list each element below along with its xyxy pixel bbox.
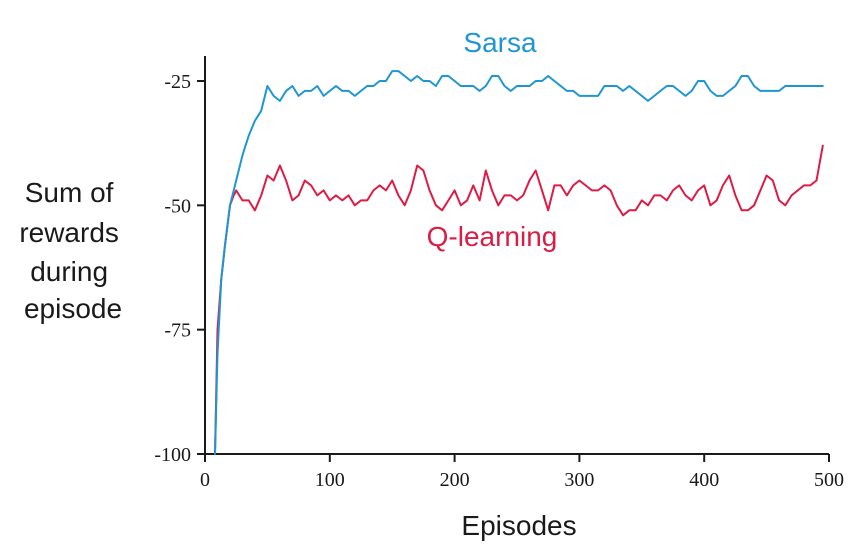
y-tick-label: -50	[164, 195, 191, 217]
series-line-q-learning	[214, 144, 824, 455]
series-lines	[214, 70, 824, 455]
y-axis-title-line-3: during	[30, 256, 108, 287]
x-axis: 0 100 200 300 400 500	[200, 453, 844, 491]
series-line-sarsa	[214, 70, 824, 455]
x-tick-label: 0	[200, 469, 210, 491]
y-tick-label: -75	[164, 320, 191, 342]
x-tick-label: 100	[315, 469, 345, 491]
y-axis-title-line-1: Sum of	[25, 177, 114, 208]
y-axis-title: Sum of rewards during episode	[19, 177, 126, 324]
x-axis-title: Episodes	[461, 510, 576, 541]
y-axis-title-line-2: rewards	[19, 217, 119, 248]
x-tick-label: 500	[814, 469, 844, 491]
x-tick-label: 300	[564, 469, 594, 491]
y-tick-label: -100	[154, 444, 191, 466]
series-label-sarsa: Sarsa	[463, 27, 537, 58]
series-label-q-learning: Q-learning	[427, 221, 558, 252]
x-tick-label: 200	[440, 469, 470, 491]
y-axis-title-line-4: episode	[24, 293, 122, 324]
y-tick-label: -25	[164, 71, 191, 93]
x-tick-label: 400	[689, 469, 719, 491]
y-axis: -25 -50 -75 -100	[154, 56, 206, 466]
